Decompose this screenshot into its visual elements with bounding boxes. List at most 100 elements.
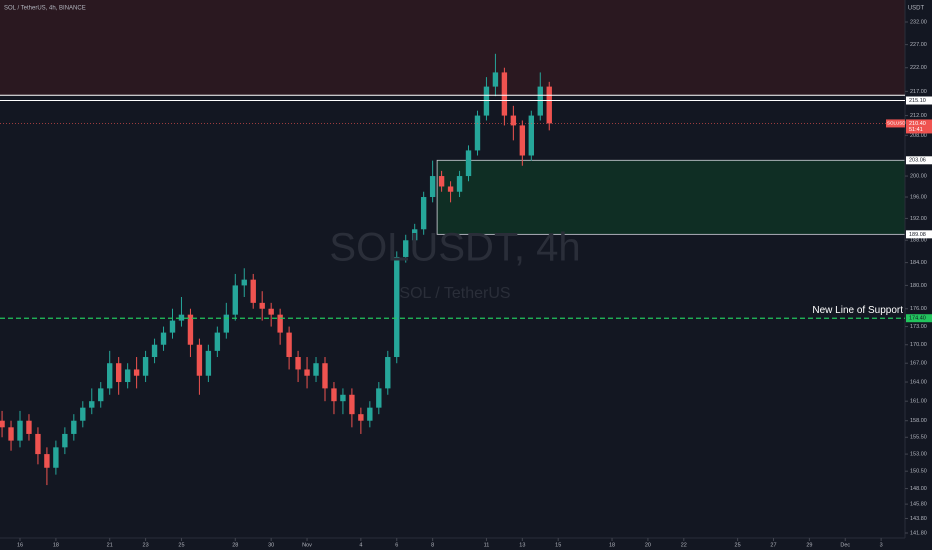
y-tick-label: 200.00 bbox=[910, 174, 927, 180]
x-tick-label: 18 bbox=[609, 542, 615, 548]
x-tick-label: 6 bbox=[395, 542, 398, 548]
candle-body bbox=[196, 344, 203, 376]
x-tick-label: 23 bbox=[143, 542, 149, 548]
y-tick-label: 217.00 bbox=[910, 89, 927, 95]
candle-body bbox=[340, 394, 346, 402]
x-tick-label: 29 bbox=[806, 542, 812, 548]
resistance-zone bbox=[0, 0, 905, 96]
candle-body bbox=[286, 332, 292, 358]
candle-body bbox=[241, 279, 247, 286]
y-tick-label: 148.00 bbox=[910, 486, 927, 492]
y-tick-label: 164.00 bbox=[910, 379, 927, 385]
price-tag bbox=[906, 230, 932, 239]
x-tick-label: 18 bbox=[53, 542, 59, 548]
candle-body bbox=[268, 308, 274, 315]
candle-body bbox=[115, 363, 122, 383]
candle-body bbox=[169, 320, 176, 333]
candle-body bbox=[420, 197, 427, 230]
candle-body bbox=[546, 86, 552, 124]
x-tick-label: 3 bbox=[880, 542, 883, 548]
y-tick-label: 232.00 bbox=[910, 19, 927, 25]
x-tick-label: Nov bbox=[302, 542, 312, 548]
y-tick-label: 161.00 bbox=[910, 399, 927, 405]
candle-body bbox=[214, 332, 221, 351]
y-tick-label: 143.80 bbox=[910, 516, 927, 522]
y-tick-label: 173.00 bbox=[910, 324, 927, 330]
candle-body bbox=[89, 401, 95, 408]
candle-body bbox=[160, 332, 167, 345]
y-tick-label: 180.00 bbox=[910, 283, 927, 289]
candle-body bbox=[259, 302, 265, 309]
y-tick-label: 227.00 bbox=[910, 42, 927, 48]
candle-body bbox=[107, 363, 113, 389]
candle-body bbox=[0, 420, 5, 428]
x-tick-label: 22 bbox=[681, 542, 687, 548]
candle-body bbox=[492, 72, 499, 87]
price-tag bbox=[906, 119, 932, 134]
candle-body bbox=[98, 388, 104, 402]
candle-body bbox=[331, 388, 337, 402]
candle-body bbox=[519, 125, 526, 156]
x-tick-label: Dec bbox=[840, 542, 850, 548]
candle-body bbox=[456, 176, 463, 192]
candle-body bbox=[304, 369, 310, 376]
y-tick-label: 158.00 bbox=[910, 418, 927, 424]
support-text: New Line of Support bbox=[812, 305, 903, 316]
x-tick-label: 28 bbox=[232, 542, 238, 548]
candle-body bbox=[537, 86, 543, 116]
watermark-symbol: SOLUSDT, 4h bbox=[329, 226, 580, 270]
candle-body bbox=[17, 420, 23, 441]
candle-body bbox=[295, 357, 301, 370]
candle-body bbox=[358, 414, 364, 421]
symbol-tag-label: SOLUSDT bbox=[887, 121, 909, 126]
candle-body bbox=[133, 369, 140, 376]
x-tick-label: 25 bbox=[178, 542, 184, 548]
x-tick-label: 30 bbox=[268, 542, 274, 548]
candle-body bbox=[187, 314, 194, 345]
y-tick-label: 222.00 bbox=[910, 65, 927, 71]
candle-body bbox=[205, 350, 212, 376]
candle-body bbox=[429, 176, 436, 198]
x-tick-label: 25 bbox=[735, 542, 741, 548]
candle-body bbox=[510, 115, 517, 126]
candle-body bbox=[8, 427, 14, 441]
candle-body bbox=[62, 433, 68, 448]
y-tick-label: 141.80 bbox=[910, 530, 927, 536]
candle-body bbox=[44, 454, 50, 468]
y-tick-label: 212.00 bbox=[910, 113, 927, 119]
price-tag bbox=[906, 314, 932, 323]
candle-body bbox=[26, 420, 32, 434]
x-tick-label: 4 bbox=[359, 542, 362, 548]
price-tag-label: 189.08 bbox=[909, 232, 926, 238]
price-tag-label: 174.40 bbox=[909, 316, 926, 322]
candle-body bbox=[178, 314, 185, 321]
candle-body bbox=[367, 407, 373, 421]
price-tag-label: 210.40 bbox=[909, 121, 926, 127]
countdown: 51:41 bbox=[909, 127, 923, 133]
x-tick-label: 27 bbox=[770, 542, 776, 548]
candle-body bbox=[142, 357, 149, 376]
x-tick-label: 21 bbox=[107, 542, 113, 548]
candle-body bbox=[349, 394, 355, 415]
x-tick-label: 15 bbox=[555, 542, 561, 548]
candle-body bbox=[501, 72, 508, 116]
y-tick-label: 145.80 bbox=[910, 502, 927, 508]
candle-body bbox=[385, 357, 391, 389]
y-tick-label: 170.00 bbox=[910, 342, 927, 348]
candle-body bbox=[232, 285, 238, 315]
candle-body bbox=[438, 176, 445, 187]
y-tick-label: 208.00 bbox=[910, 133, 927, 139]
y-tick-label: 167.00 bbox=[910, 361, 927, 367]
price-tag-label: 215.10 bbox=[909, 98, 926, 104]
x-tick-label: 13 bbox=[519, 542, 525, 548]
y-tick-label: 176.00 bbox=[910, 306, 927, 312]
y-tick-label: 150.50 bbox=[910, 469, 927, 475]
candle-body bbox=[447, 186, 454, 192]
candle-body bbox=[250, 279, 256, 303]
candle-body bbox=[223, 314, 230, 333]
candle-body bbox=[71, 420, 77, 434]
price-tag bbox=[906, 156, 932, 165]
currency: USDT bbox=[908, 6, 925, 12]
